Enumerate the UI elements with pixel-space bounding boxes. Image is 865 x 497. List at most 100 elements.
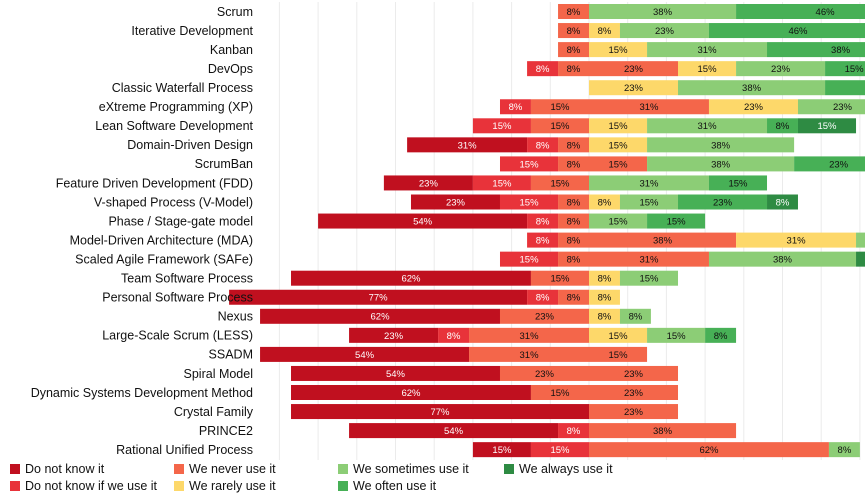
data-label: 15% (698, 64, 718, 75)
legend-swatch (504, 464, 514, 474)
data-label: 8% (598, 293, 612, 304)
category-label: Dynamic Systems Development Method (31, 386, 253, 400)
legend-label: Do not know if we use it (25, 479, 158, 493)
legend-label: We sometimes use it (353, 462, 469, 476)
bar-we-rarely-use-it (736, 232, 857, 248)
data-label: 23% (384, 331, 404, 342)
bar-we-never-use-it (589, 385, 679, 400)
bar-do-not-know-if-we-use-it (499, 251, 559, 267)
data-label: 15% (492, 178, 512, 189)
data-label: 8% (536, 64, 550, 75)
bar-we-sometimes-use-it (589, 4, 737, 19)
bar-do-not-know-if-we-use-it (527, 289, 559, 305)
category-label: V-shaped Process (V-Model) (94, 195, 253, 209)
bar-we-never-use-it (469, 327, 589, 343)
data-label: 31% (639, 102, 659, 113)
data-label: 54% (386, 369, 406, 380)
bar-we-never-use-it (558, 42, 589, 58)
data-label: 38% (653, 236, 673, 247)
data-label: 62% (401, 388, 421, 399)
bar-we-never-use-it (589, 404, 679, 420)
data-label: 31% (458, 140, 478, 151)
legend-swatch (10, 464, 20, 474)
data-label: 8% (567, 293, 581, 304)
bar-we-sometimes-use-it (589, 213, 648, 229)
category-label: DevOps (208, 62, 253, 76)
data-label: 38% (653, 426, 673, 437)
data-label: 31% (520, 350, 540, 361)
data-label: 15% (609, 121, 629, 132)
bar-we-never-use-it (558, 4, 589, 19)
data-label: 15% (550, 445, 570, 456)
bar-we-sometimes-use-it (647, 42, 768, 58)
data-label: 31% (520, 331, 540, 342)
bar-we-rarely-use-it (589, 289, 620, 305)
bar-we-never-use-it (499, 308, 589, 324)
category-label: Spiral Model (184, 367, 253, 381)
data-label: 54% (413, 216, 433, 227)
data-label: 23% (624, 369, 644, 380)
category-label: PRINCE2 (199, 424, 253, 438)
bar-do-not-know-it (472, 442, 531, 458)
bar-we-never-use-it (530, 99, 589, 115)
data-label: 15% (639, 197, 659, 208)
category-label: Scrum (217, 5, 253, 19)
data-label: 23% (446, 197, 466, 208)
data-label: 23% (744, 102, 764, 113)
bar-do-not-know-it (318, 213, 528, 229)
legend-swatch (10, 481, 20, 491)
data-label: 15% (520, 159, 540, 170)
data-label: 8% (536, 216, 550, 227)
data-label: 46% (788, 26, 808, 37)
bar-we-sometimes-use-it (619, 270, 679, 286)
data-label: 77% (430, 407, 450, 418)
bar-we-often-use-it (736, 4, 865, 19)
data-label: 8% (629, 312, 643, 323)
data-label: 8% (567, 197, 581, 208)
data-label: 15% (609, 159, 629, 170)
bar-do-not-know-if-we-use-it (527, 232, 559, 248)
data-label: 8% (776, 121, 790, 132)
bar-we-rarely-use-it (589, 270, 620, 286)
bar-we-always-use-it (856, 251, 865, 267)
bar-we-never-use-it (589, 232, 737, 248)
data-label: 23% (829, 159, 849, 170)
data-label: 23% (624, 64, 644, 75)
data-label: 15% (639, 274, 659, 285)
data-label: 8% (567, 255, 581, 266)
data-label: 15% (609, 350, 629, 361)
bar-do-not-know-if-we-use-it (499, 99, 531, 115)
bar-we-rarely-use-it (589, 137, 648, 153)
legend-item-we-never-use-it: We never use it (174, 462, 276, 476)
bar-do-not-know-if-we-use-it (558, 423, 589, 439)
bar-we-rarely-use-it (589, 80, 679, 96)
data-label: 23% (535, 312, 555, 323)
data-label: 8% (567, 45, 581, 56)
data-label: 8% (447, 331, 461, 342)
bar-we-sometimes-use-it (589, 175, 709, 191)
legend-label: We always use it (519, 462, 613, 476)
bar-we-sometimes-use-it (647, 137, 795, 153)
data-label: 77% (369, 293, 389, 304)
bar-we-often-use-it (767, 118, 798, 134)
bar-we-sometimes-use-it (647, 156, 795, 172)
data-label: 23% (535, 369, 555, 380)
bar-we-never-use-it (530, 118, 589, 134)
bar-we-often-use-it (767, 42, 865, 58)
legend-item-we-sometimes-use-it: We sometimes use it (338, 462, 469, 476)
bar-we-rarely-use-it (708, 99, 798, 115)
bar-do-not-know-it (291, 365, 500, 381)
category-label: Iterative Development (131, 24, 253, 38)
bar-we-sometimes-use-it (797, 99, 865, 115)
bar-we-rarely-use-it (589, 118, 648, 134)
data-label: 8% (598, 26, 612, 37)
bar-we-often-use-it (647, 213, 706, 229)
bar-we-never-use-it (530, 270, 589, 286)
data-label: 15% (492, 121, 512, 132)
data-label: 8% (567, 140, 581, 151)
data-label: 8% (567, 216, 581, 227)
diverging-stacked-bar-chart: 8%38%46%8%8%8%23%46%15%8%15%31%38%8%8%8%… (31, 2, 865, 460)
bar-we-often-use-it (825, 61, 865, 77)
bar-do-not-know-if-we-use-it (438, 327, 470, 343)
category-label: Domain-Driven Design (127, 138, 253, 152)
